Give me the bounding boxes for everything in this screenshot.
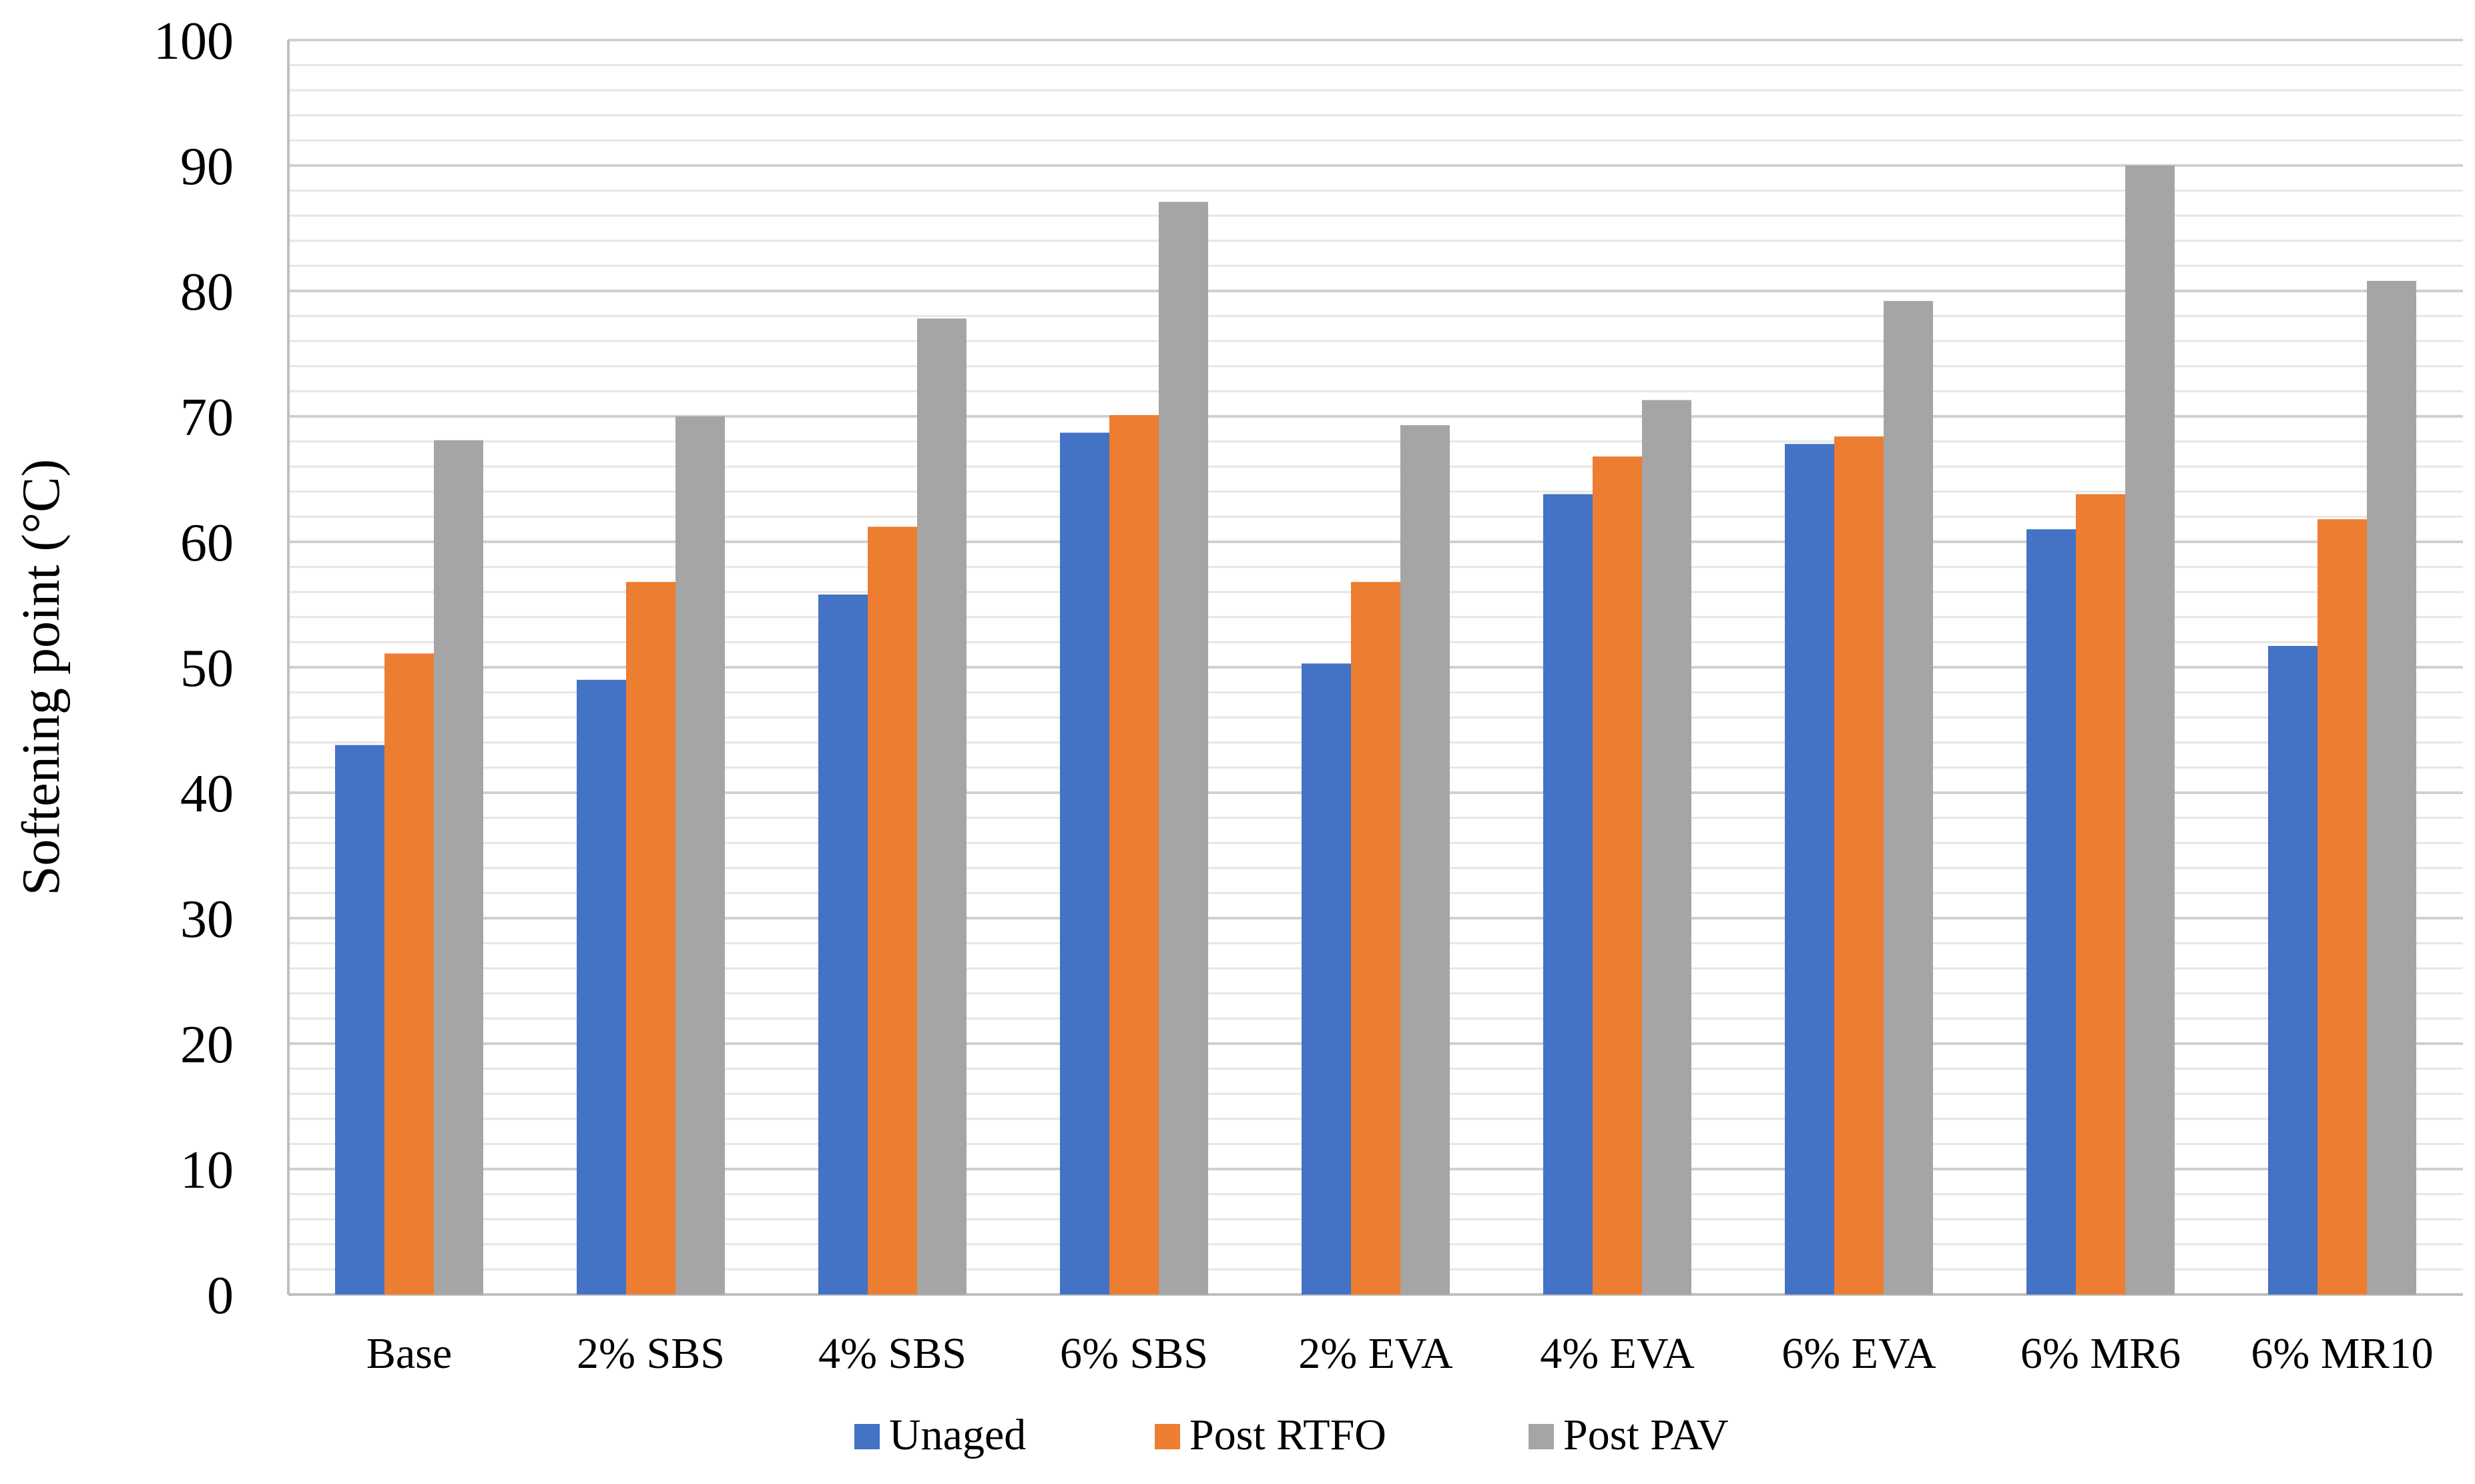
- bars: [335, 165, 2416, 1295]
- bar-post-rtfo: [384, 653, 434, 1294]
- x-category-label: 4% SBS: [818, 1329, 967, 1378]
- bar-post-pav: [2367, 280, 2416, 1295]
- x-category-label: 2% EVA: [1298, 1329, 1453, 1378]
- y-tick-labels: 0 10 20 30 40 50 60 70 80 90 100: [154, 12, 234, 1325]
- y-tick-label: 80: [180, 263, 234, 322]
- y-tick-label: 0: [207, 1266, 234, 1325]
- bar-post-rtfo: [1109, 415, 1159, 1294]
- x-category-label: 6% MR10: [2251, 1329, 2433, 1378]
- bar-post-pav: [917, 318, 967, 1294]
- y-tick-label: 30: [180, 890, 234, 949]
- x-category-label: 4% EVA: [1540, 1329, 1695, 1378]
- bar-unaged: [2026, 529, 2076, 1295]
- legend-swatch: [1155, 1424, 1180, 1449]
- bar-unaged: [1785, 444, 1834, 1294]
- bar-unaged: [818, 594, 868, 1295]
- x-category-label: 6% EVA: [1781, 1329, 1936, 1378]
- legend: Unaged Post RTFO Post PAV: [854, 1411, 1729, 1459]
- legend-label: Post PAV: [1563, 1411, 1729, 1459]
- y-tick-label: 10: [180, 1141, 234, 1200]
- x-category-label: 6% SBS: [1060, 1329, 1208, 1378]
- bar-post-pav: [434, 440, 483, 1294]
- legend-label: Unaged: [889, 1411, 1026, 1459]
- x-category-label: Base: [366, 1329, 452, 1378]
- bar-post-rtfo: [1351, 582, 1400, 1295]
- bar-post-pav: [1884, 301, 1933, 1294]
- y-tick-label: 40: [180, 765, 234, 823]
- y-tick-label: 90: [180, 137, 234, 196]
- y-tick-label: 60: [180, 514, 234, 573]
- bar-post-rtfo: [626, 582, 675, 1295]
- y-axis-title: Softening point (°C): [12, 459, 71, 895]
- y-tick-label: 100: [154, 12, 234, 71]
- legend-swatch: [854, 1424, 880, 1449]
- bar-unaged: [2268, 646, 2317, 1294]
- bar-post-rtfo: [1593, 456, 1642, 1295]
- bar-post-pav: [1400, 425, 1450, 1295]
- bar-unaged: [1302, 663, 1351, 1294]
- bar-unaged: [1543, 494, 1593, 1294]
- bar-post-pav: [2125, 165, 2175, 1294]
- bar-unaged: [335, 745, 384, 1294]
- legend-label: Post RTFO: [1189, 1411, 1386, 1459]
- bar-post-rtfo: [1834, 436, 1884, 1294]
- bar-post-rtfo: [2317, 519, 2367, 1295]
- y-tick-label: 70: [180, 388, 234, 447]
- x-category-label: 6% MR6: [2020, 1329, 2181, 1378]
- x-category-labels: Base 2% SBS 4% SBS 6% SBS 2% EVA 4% EVA 6% EVA…: [366, 1329, 2434, 1378]
- bar-post-pav: [675, 416, 725, 1294]
- bar-post-pav: [1159, 202, 1208, 1294]
- y-tick-label: 20: [180, 1016, 234, 1074]
- y-tick-label: 50: [180, 639, 234, 698]
- bar-unaged: [577, 679, 626, 1294]
- bar-post-pav: [1642, 400, 1691, 1294]
- bar-post-rtfo: [868, 526, 917, 1295]
- bar-unaged: [1060, 432, 1109, 1295]
- x-category-label: 2% SBS: [577, 1329, 725, 1378]
- legend-swatch: [1529, 1424, 1554, 1449]
- bar-post-rtfo: [2076, 494, 2125, 1294]
